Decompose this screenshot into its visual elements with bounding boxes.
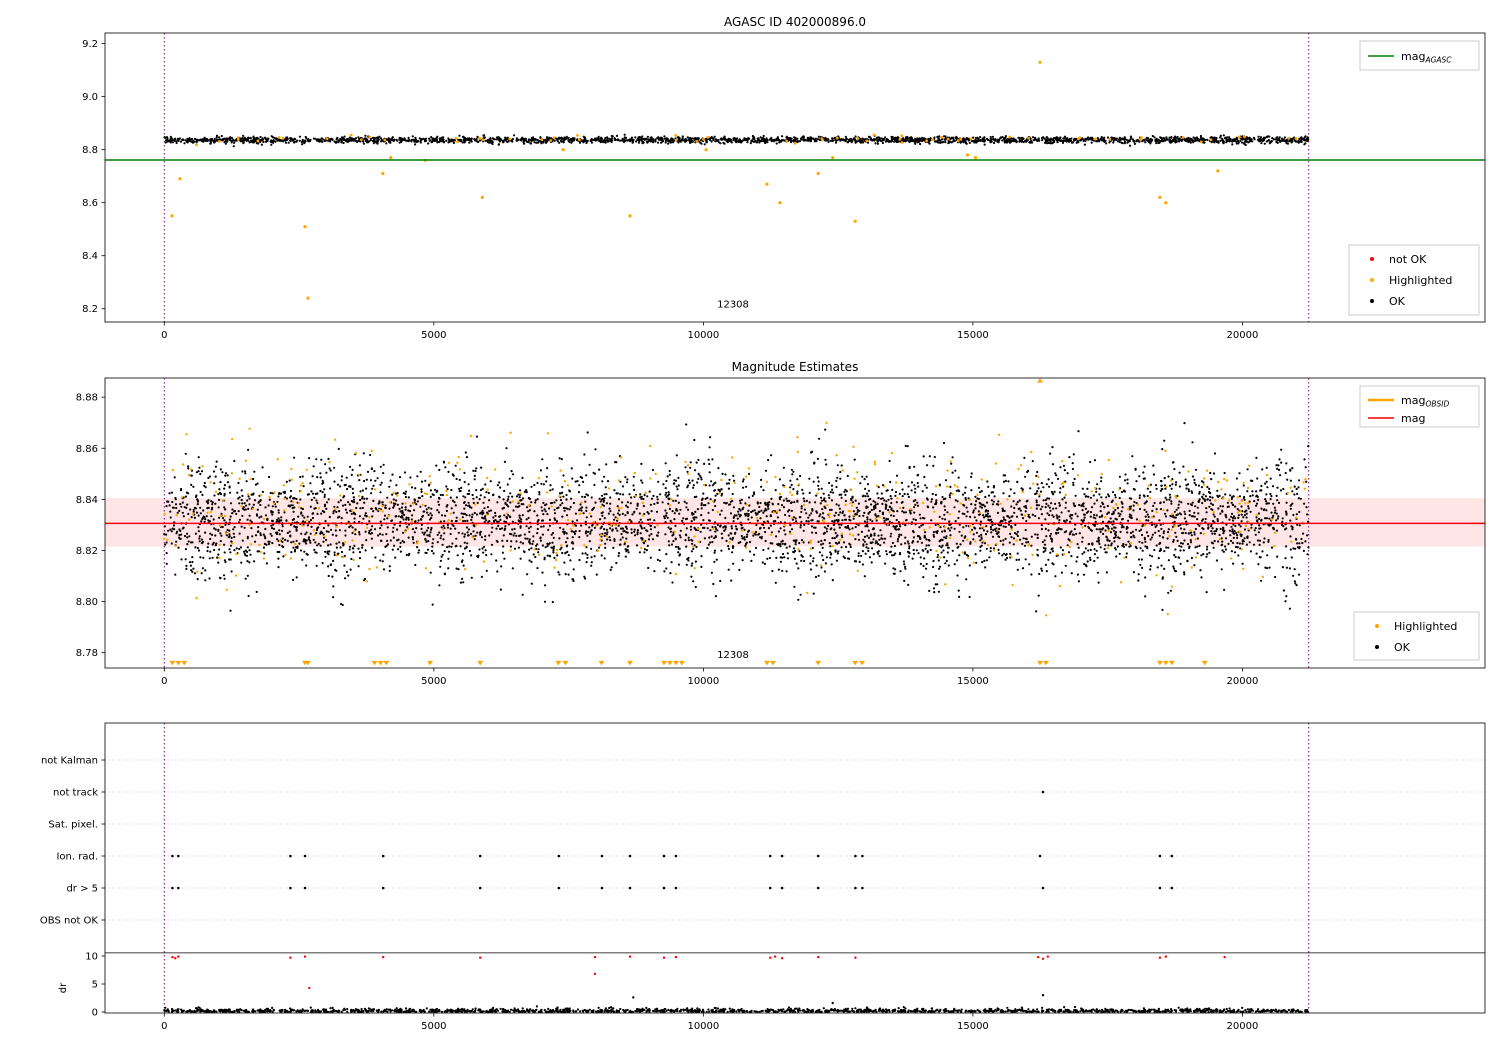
svg-text:0: 0 [161,330,167,341]
svg-text:8.2: 8.2 [82,304,98,315]
plot2-line-legend: magOBSID mag [1359,385,1480,428]
ok-marker-icon [1370,299,1374,303]
svg-text:9.0: 9.0 [82,92,98,103]
svg-text:9.2: 9.2 [82,39,98,50]
plot1-title: AGASC ID 402000896.0 [724,15,866,29]
plot1-obsid-annotation: 12308 [717,299,749,310]
legend-frame [1353,611,1480,661]
svg-text:15000: 15000 [957,330,989,341]
plot2-marker-legend: Highlighted OK [1353,611,1480,661]
plot2-title: Magnitude Estimates [732,360,859,374]
plot1-line-legend: magAGASC [1359,40,1480,71]
svg-text:8.6: 8.6 [82,198,98,209]
svg-text:8.8: 8.8 [82,145,98,156]
legend-label-ok: OK [1389,295,1406,308]
highlighted-marker-icon [1375,624,1379,628]
legend-label-not-ok: not OK [1389,253,1427,266]
legend-label-ok: OK [1394,641,1411,654]
svg-text:20000: 20000 [1227,330,1259,341]
plot2-obsid-annotation: 12308 [717,650,749,661]
legend-label-mag-agasc: magAGASC [1401,50,1452,65]
svg-text:8.4: 8.4 [82,251,98,262]
legend-label-highlighted: Highlighted [1394,620,1457,633]
legend-label-mag: mag [1401,412,1425,425]
legend-frame [1359,385,1480,428]
highlighted-marker-icon [1370,278,1374,282]
svg-text:5000: 5000 [421,330,446,341]
dr-axis-label: dr [58,982,69,993]
legend-label-mag-obsid: magOBSID [1401,394,1449,409]
svg-text:10000: 10000 [687,330,719,341]
not-ok-marker-icon [1370,257,1374,261]
plot1-marker-legend: not OK Highlighted OK [1348,244,1480,316]
ok-marker-icon [1375,645,1379,649]
legend-label-highlighted: Highlighted [1389,274,1452,287]
